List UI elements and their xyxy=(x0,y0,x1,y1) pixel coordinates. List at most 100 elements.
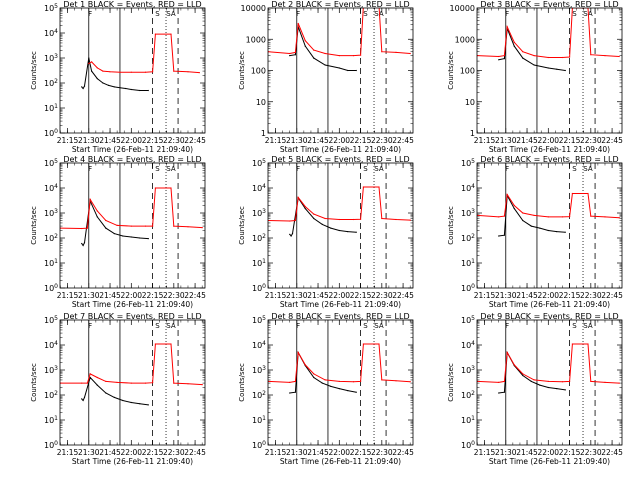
lld-data-point xyxy=(130,225,132,227)
x-tick-label: 22:30 xyxy=(371,291,393,300)
lld-data-point xyxy=(569,216,571,218)
detector-panel: Det 4 BLACK = Events, RED = LLD 100 101 102… xyxy=(30,155,206,309)
lld-data-point xyxy=(109,71,111,73)
lld-data-point xyxy=(533,379,535,381)
lld-data-point xyxy=(503,380,505,382)
x-tick-label: 21:15 xyxy=(57,291,79,300)
events-data-point xyxy=(556,231,558,233)
lld-data-point xyxy=(198,72,200,74)
x-tick-label: 21:45 xyxy=(99,136,121,145)
events-series-line xyxy=(498,350,566,394)
lld-data-point xyxy=(289,220,291,222)
y-tick-label: 102 xyxy=(461,390,475,400)
marker-symbol: S xyxy=(363,322,368,330)
lld-data-point xyxy=(89,198,91,200)
marker-symbol: S xyxy=(155,165,160,173)
y-tick-label: 103 xyxy=(461,365,475,375)
events-data-point xyxy=(105,227,107,229)
x-tick-label: 22:45 xyxy=(184,291,206,300)
marker-symbol: SA xyxy=(583,165,593,173)
panel-title: Det 7 BLACK = Events, RED = LLD xyxy=(63,312,201,321)
x-tick-label: 22:00 xyxy=(537,291,559,300)
marker-symbol: S xyxy=(363,10,368,18)
y-tick-label: 104 xyxy=(44,28,58,38)
events-data-point xyxy=(513,208,515,210)
panel-title: Det 1 BLACK = Events, RED = LLD xyxy=(63,0,201,9)
y-tick-label: 105 xyxy=(44,158,58,168)
events-data-point xyxy=(498,235,500,237)
events-data-point xyxy=(503,234,505,236)
events-data-point xyxy=(556,388,558,390)
events-data-point xyxy=(83,85,86,87)
x-tick-label: 21:30 xyxy=(286,136,308,145)
x-tick-label: 22:45 xyxy=(601,136,623,145)
plot-frame xyxy=(476,319,623,446)
lld-data-point xyxy=(352,218,355,221)
y-tick-label: 1000 xyxy=(455,35,475,44)
y-axis-label: Counts/sec xyxy=(447,51,455,90)
x-axis-label: Start Time (26-Feb-11 21:09:40) xyxy=(280,457,401,466)
events-data-point xyxy=(533,64,535,66)
events-data-point xyxy=(81,398,83,400)
plot-area xyxy=(268,186,411,237)
marker-symbol: SA xyxy=(166,10,176,18)
events-data-point xyxy=(522,219,524,222)
y-tick-label: 100 xyxy=(460,67,475,76)
events-data-point xyxy=(289,392,291,394)
lld-data-point xyxy=(571,343,574,345)
detector-panel: Det 9 BLACK = Events, RED = LLD 100 101 102… xyxy=(447,312,623,466)
y-tick-label: 102 xyxy=(44,233,58,243)
lld-data-point xyxy=(381,217,383,220)
events-data-point xyxy=(113,86,115,88)
lld-data-point xyxy=(170,343,172,345)
detector-panel: Det 2 BLACK = Events, RED = LLD 1 10 100 100… xyxy=(238,0,414,154)
x-tick-label: 22:15 xyxy=(350,136,372,145)
x-tick-label: 21:45 xyxy=(516,448,538,457)
x-tick-label: 22:00 xyxy=(537,448,559,457)
lld-data-point xyxy=(187,71,189,73)
events-data-point xyxy=(564,389,566,391)
lld-series-line xyxy=(268,186,411,222)
x-tick-label: 21:15 xyxy=(474,448,496,457)
lld-data-point xyxy=(381,379,383,381)
y-axis-label: Counts/sec xyxy=(447,363,455,402)
x-tick-label: 22:30 xyxy=(580,448,602,457)
x-tick-label: 21:30 xyxy=(78,448,100,457)
lld-data-point xyxy=(522,51,524,53)
y-tick-label: 103 xyxy=(44,53,58,63)
lld-data-point xyxy=(547,216,549,218)
x-tick-label: 22:00 xyxy=(120,448,142,457)
marker-symbol: F xyxy=(88,322,92,330)
events-series-line xyxy=(289,350,357,394)
x-tick-label: 22:00 xyxy=(537,136,559,145)
events-data-point xyxy=(338,229,340,232)
x-axis-label: Start Time (26-Feb-11 21:09:40) xyxy=(72,300,193,309)
lld-data-point xyxy=(88,62,90,65)
lld-data-point xyxy=(313,373,315,375)
events-data-point xyxy=(547,67,549,69)
marker-symbol: F xyxy=(88,165,92,173)
lld-data-point xyxy=(338,218,340,221)
events-data-point xyxy=(498,392,500,394)
lld-data-point xyxy=(360,54,362,56)
lld-data-point xyxy=(89,373,91,375)
lld-data-point xyxy=(81,382,83,384)
y-tick-label: 10 xyxy=(465,98,475,107)
y-tick-label: 105 xyxy=(252,315,266,325)
y-tick-label: 100 xyxy=(461,440,475,450)
events-data-point xyxy=(503,58,505,60)
lld-data-point xyxy=(590,215,592,217)
marker-symbol: S xyxy=(155,322,160,330)
lld-data-point xyxy=(378,186,380,188)
y-tick-label: 104 xyxy=(461,183,475,193)
events-data-point xyxy=(347,69,349,72)
x-tick-label: 22:45 xyxy=(392,448,414,457)
lld-data-point xyxy=(297,351,299,354)
y-tick-label: 10000 xyxy=(241,4,266,13)
marker-symbol: F xyxy=(296,10,300,18)
y-tick-label: 100 xyxy=(44,128,58,138)
x-tick-label: 21:15 xyxy=(57,136,79,145)
events-data-point xyxy=(91,70,93,72)
x-tick-label: 22:30 xyxy=(580,136,602,145)
x-tick-label: 22:45 xyxy=(184,448,206,457)
